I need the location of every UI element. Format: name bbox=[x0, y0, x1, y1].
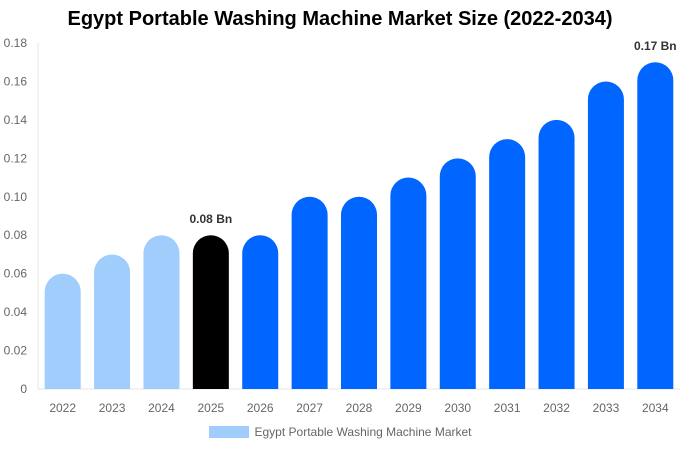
chart-title: Egypt Portable Washing Machine Market Si… bbox=[67, 8, 613, 30]
y-tick-label: 0.16 bbox=[4, 74, 28, 88]
y-tick-label: 0 bbox=[20, 382, 27, 396]
bar-2023 bbox=[94, 254, 131, 389]
legend-swatch bbox=[208, 426, 249, 438]
x-tick-label: 2025 bbox=[197, 401, 224, 415]
bar-2027 bbox=[291, 196, 328, 389]
x-tick-label: 2026 bbox=[247, 401, 274, 415]
y-tick-label: 0.04 bbox=[4, 305, 28, 319]
bar-2024 bbox=[143, 235, 180, 389]
x-tick-label: 2032 bbox=[543, 401, 570, 415]
x-tick-label: 2031 bbox=[494, 401, 521, 415]
x-tick-label: 2033 bbox=[593, 401, 620, 415]
y-tick-label: 0.18 bbox=[4, 36, 28, 50]
bar-2025 bbox=[192, 235, 229, 389]
bar-2033 bbox=[587, 81, 624, 389]
y-tick-label: 0.08 bbox=[4, 228, 28, 242]
x-tick-label: 2030 bbox=[444, 401, 471, 415]
bar-2028 bbox=[341, 196, 377, 389]
data-label: 0.08 Bn bbox=[190, 212, 233, 226]
x-tick-label: 2023 bbox=[99, 401, 126, 415]
y-tick-label: 0.12 bbox=[4, 151, 28, 165]
data-label: 0.17 Bn bbox=[634, 39, 677, 53]
legend: Egypt Portable Washing Machine Market bbox=[0, 425, 680, 439]
legend-label: Egypt Portable Washing Machine Market bbox=[254, 425, 472, 439]
bar-2026 bbox=[242, 235, 279, 389]
bar-2022 bbox=[44, 273, 81, 389]
y-tick-label: 0.06 bbox=[4, 267, 28, 281]
bar-2034 bbox=[637, 62, 674, 389]
x-tick-label: 2022 bbox=[49, 401, 76, 415]
x-tick-label: 2028 bbox=[346, 401, 373, 415]
bar-2030 bbox=[439, 158, 476, 389]
y-tick-label: 0.02 bbox=[4, 344, 28, 358]
x-tick-label: 2027 bbox=[296, 401, 323, 415]
y-tick-label: 0.14 bbox=[4, 113, 28, 127]
x-tick-label: 2029 bbox=[395, 401, 422, 415]
y-tick-label: 0.10 bbox=[4, 190, 28, 204]
x-tick-label: 2034 bbox=[642, 401, 669, 415]
bar-2029 bbox=[390, 177, 427, 389]
x-tick-label: 2024 bbox=[148, 401, 175, 415]
bar-2031 bbox=[489, 139, 526, 389]
bar-2032 bbox=[538, 119, 575, 389]
